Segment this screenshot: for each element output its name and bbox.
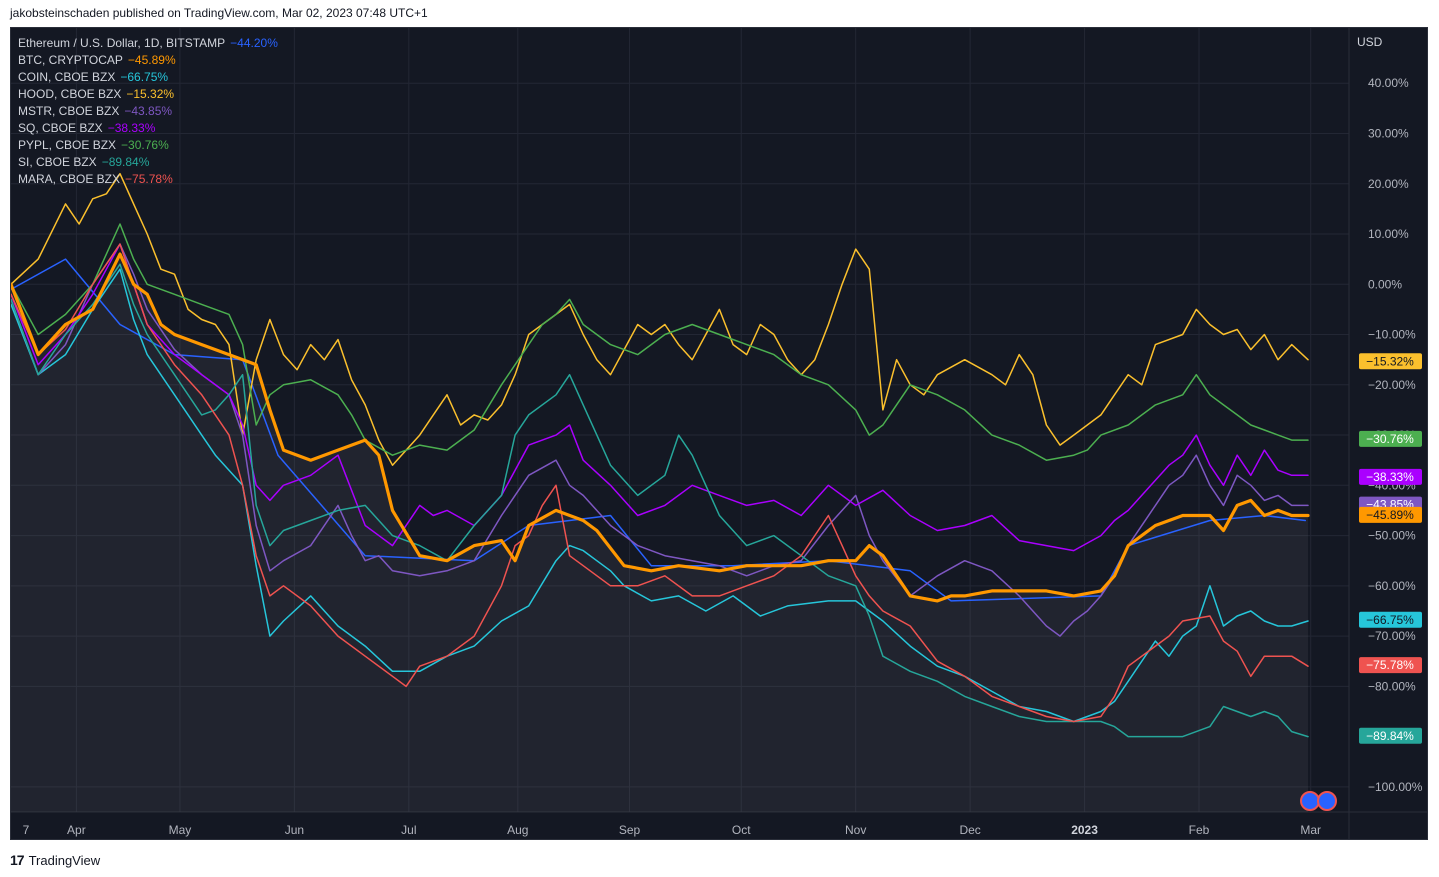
y-tick-label: 20.00% bbox=[1368, 177, 1409, 191]
price-tag[interactable] bbox=[1359, 611, 1422, 628]
legend-series-value: −45.89% bbox=[127, 53, 176, 67]
legend-series-value: −43.85% bbox=[124, 104, 173, 118]
x-tick-label: Sep bbox=[619, 823, 641, 837]
chart-legend: Ethereum / U.S. Dollar, 1D, BITSTAMP −44.… bbox=[18, 35, 278, 188]
series-line-mara[interactable] bbox=[11, 243, 1309, 723]
y-tick-label: −50.00% bbox=[1368, 529, 1416, 543]
legend-series-value: −38.33% bbox=[107, 121, 156, 135]
price-tag[interactable] bbox=[1359, 506, 1422, 523]
x-tick-label: Apr bbox=[67, 823, 86, 837]
price-tag-label: −75.78% bbox=[1366, 658, 1414, 672]
tradingview-logo-icon[interactable]: 17 bbox=[10, 852, 25, 868]
y-tick-label: 10.00% bbox=[1368, 227, 1409, 241]
legend-series-name: SI, CBOE BZX bbox=[18, 155, 97, 169]
price-tag-label: −66.75% bbox=[1366, 613, 1414, 627]
series-line-mstr[interactable] bbox=[11, 243, 1309, 637]
us-flag-event-icon[interactable] bbox=[1300, 791, 1320, 811]
price-tag-label: −30.76% bbox=[1366, 432, 1414, 446]
y-tick-label: 40.00% bbox=[1368, 76, 1409, 90]
price-tag[interactable] bbox=[1359, 468, 1422, 485]
legend-row-sq[interactable]: SQ, CBOE BZX −38.33% bbox=[18, 120, 278, 137]
price-tag-label: −15.32% bbox=[1366, 354, 1414, 368]
price-tag[interactable] bbox=[1359, 657, 1422, 674]
x-tick-label: Oct bbox=[732, 823, 751, 837]
legend-series-value: −75.78% bbox=[125, 172, 173, 186]
y-tick-label: −20.00% bbox=[1368, 378, 1416, 392]
legend-row-btc[interactable]: BTC, CRYPTOCAP −45.89% bbox=[18, 52, 278, 69]
x-tick-label: 7 bbox=[23, 823, 30, 837]
price-tag[interactable] bbox=[1359, 727, 1422, 744]
legend-series-name: PYPL, CBOE BZX bbox=[18, 138, 117, 152]
y-tick-label: −60.00% bbox=[1368, 579, 1416, 593]
legend-series-name: COIN, CBOE BZX bbox=[18, 70, 116, 84]
legend-series-value: −15.32% bbox=[126, 87, 175, 101]
series-line-pypl[interactable] bbox=[11, 223, 1309, 461]
attribution-text: jakobsteinschaden published on TradingVi… bbox=[10, 6, 428, 20]
y-tick-label: −70.00% bbox=[1368, 629, 1416, 643]
legend-series-name: BTC, CRYPTOCAP bbox=[18, 53, 123, 67]
series-line-sq[interactable] bbox=[11, 243, 1309, 552]
legend-row-hood[interactable]: HOOD, CBOE BZX −15.32% bbox=[18, 86, 278, 103]
legend-series-value: −30.76% bbox=[121, 138, 169, 152]
tradingview-brand[interactable]: TradingView bbox=[28, 852, 101, 868]
y-tick-label: −80.00% bbox=[1368, 679, 1416, 693]
x-tick-label: Feb bbox=[1189, 823, 1210, 837]
axis-unit-label: USD bbox=[1357, 35, 1383, 49]
legend-series-value: −44.20% bbox=[230, 36, 278, 50]
legend-series-name: SQ, CBOE BZX bbox=[18, 121, 103, 135]
x-tick-label: Dec bbox=[959, 823, 980, 837]
chart-svg[interactable]: 40.00% 30.00% 20.00% 10.00% 0.00% −10.00% −20.… bbox=[11, 28, 1427, 839]
y-tick-label: −100.00% bbox=[1368, 780, 1423, 794]
x-tick-label: May bbox=[169, 823, 192, 837]
btc-area-fill bbox=[11, 254, 1308, 813]
x-tick-label: Mar bbox=[1300, 823, 1321, 837]
price-tag[interactable] bbox=[1359, 353, 1422, 370]
legend-row-mara[interactable]: MARA, CBOE BZX −75.78% bbox=[18, 171, 278, 188]
legend-series-name: HOOD, CBOE BZX bbox=[18, 87, 122, 101]
chart-panel[interactable]: 40.00% 30.00% 20.00% 10.00% 0.00% −10.00% −20.… bbox=[10, 27, 1428, 840]
legend-row-pypl[interactable]: PYPL, CBOE BZX −30.76% bbox=[18, 137, 278, 154]
y-tick-label: −10.00% bbox=[1368, 328, 1416, 342]
x-tick-label: Jun bbox=[285, 823, 304, 837]
price-tag[interactable] bbox=[1359, 430, 1422, 447]
price-tag-label: −45.89% bbox=[1366, 508, 1414, 522]
x-tick-label: Jul bbox=[401, 823, 416, 837]
legend-series-value: −89.84% bbox=[101, 155, 150, 169]
us-flag-event-icon[interactable] bbox=[1317, 791, 1337, 811]
y-tick-label: 0.00% bbox=[1368, 277, 1402, 291]
price-tag-label: −38.33% bbox=[1366, 470, 1414, 484]
legend-series-name: MSTR, CBOE BZX bbox=[18, 104, 120, 118]
series-line-btc[interactable] bbox=[11, 252, 1310, 603]
legend-row-si[interactable]: SI, CBOE BZX −89.84% bbox=[18, 154, 278, 171]
legend-series-name: MARA, CBOE BZX bbox=[18, 172, 121, 186]
legend-series-value: −66.75% bbox=[120, 70, 169, 84]
legend-row-coin[interactable]: COIN, CBOE BZX −66.75% bbox=[18, 69, 278, 86]
legend-row-eth[interactable]: Ethereum / U.S. Dollar, 1D, BITSTAMP −44.… bbox=[18, 35, 278, 52]
x-tick-label: Aug bbox=[507, 823, 528, 837]
x-tick-label: 2023 bbox=[1071, 823, 1098, 837]
series-line-si[interactable] bbox=[11, 263, 1309, 738]
legend-row-mstr[interactable]: MSTR, CBOE BZX −43.85% bbox=[18, 103, 278, 120]
price-tag-label: −89.84% bbox=[1366, 729, 1414, 743]
x-tick-label: Nov bbox=[845, 823, 866, 837]
footer: 17 TradingView bbox=[10, 852, 100, 868]
legend-series-name: Ethereum / U.S. Dollar, 1D, BITSTAMP bbox=[18, 36, 226, 50]
y-tick-label: 30.00% bbox=[1368, 126, 1409, 140]
